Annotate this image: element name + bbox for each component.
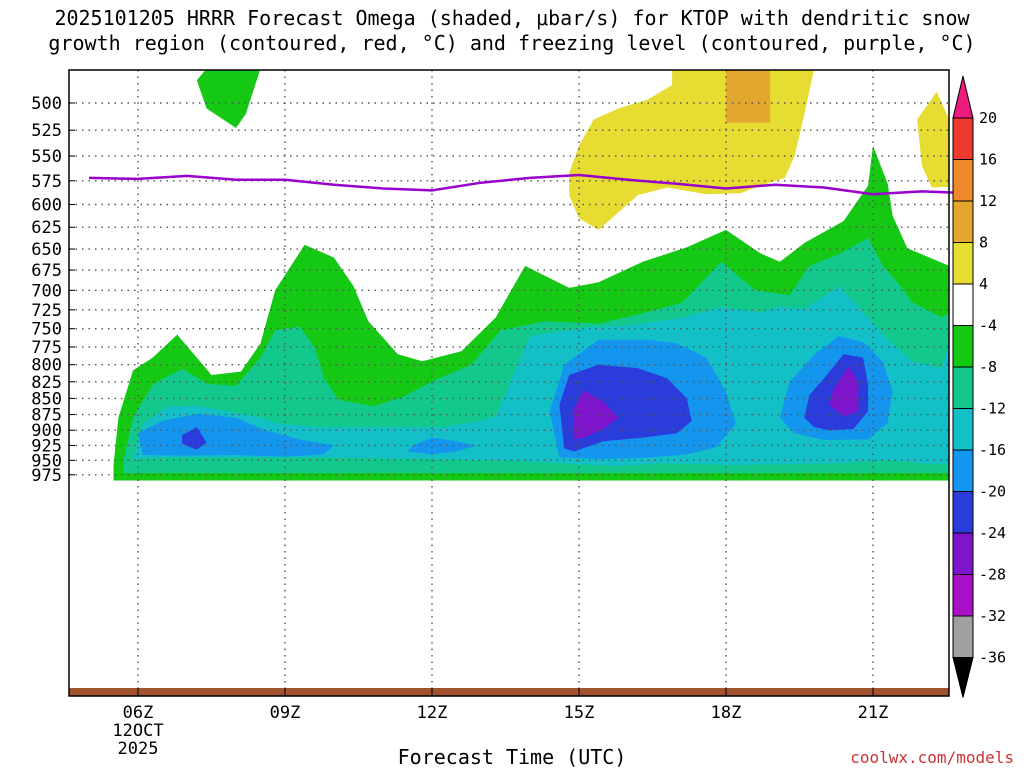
colorbar: 20 16 12 8 4 -4 -8 -12 -16 -20 -24 -28 -32 -36 (952, 75, 1006, 698)
y-tick-label-625: 625 (31, 218, 62, 238)
y-tick-label-750: 750 (31, 320, 62, 340)
omega-region-2 (726, 70, 771, 123)
y-axis: 5005255505756006256506757007257507758008… (31, 94, 75, 486)
y-tick-label-800: 800 (31, 356, 62, 376)
omega-region-3 (196, 70, 261, 128)
x-date-label-0: 12OCT (112, 721, 163, 741)
y-tick-label-925: 925 (31, 436, 62, 456)
omega-region-11 (182, 427, 207, 450)
plot-frame (68, 69, 950, 697)
x-tick-label-15Z: 15Z (564, 703, 595, 723)
y-tick-label-650: 650 (31, 240, 62, 260)
colorbar-bin-10 (952, 491, 974, 534)
freezing-level-line (88, 173, 972, 196)
colorbar-bin-1 (952, 117, 974, 160)
omega-region-15 (828, 366, 859, 417)
y-tick-label-875: 875 (31, 406, 62, 426)
omega-region-0 (569, 70, 814, 230)
title-line-1: 2025101205 HRRR Forecast Omega (shaded, … (54, 6, 970, 30)
colorbar-top-arrow (952, 75, 974, 119)
colorbar-label-9: -20 (979, 483, 1006, 501)
colorbar-label-2: 12 (979, 192, 997, 210)
colorbar-bottom-arrow (952, 657, 974, 698)
ground-band (69, 688, 949, 696)
colorbar-bin-3 (952, 200, 974, 243)
y-tick-label-525: 525 (31, 121, 62, 141)
colorbar-bin-9 (952, 449, 974, 492)
y-tick-label-900: 900 (31, 421, 62, 441)
x-axis-title: Forecast Time (UTC) (397, 745, 627, 769)
colorbar-label-0: 20 (979, 109, 997, 127)
colorbar-label-7: -12 (979, 400, 1006, 418)
y-tick-label-675: 675 (31, 261, 62, 281)
colorbar-label-3: 8 (979, 234, 988, 252)
y-tick-label-700: 700 (31, 281, 62, 301)
colorbar-bin-8 (952, 408, 974, 451)
y-tick-label-500: 500 (31, 94, 62, 114)
omega-region-6 (133, 286, 949, 467)
chart-title: 2025101205 HRRR Forecast Omega (shaded, … (0, 6, 1024, 56)
colorbar-label-8: -16 (979, 441, 1006, 459)
colorbar-bin-13 (952, 615, 974, 658)
x-tick-label-21Z: 21Z (858, 703, 889, 723)
y-tick-label-825: 825 (31, 373, 62, 393)
x-tick-label-09Z: 09Z (270, 703, 301, 723)
colorbar-bin-2 (952, 159, 974, 202)
colorbar-label-5: -4 (979, 317, 997, 335)
y-tick-label-850: 850 (31, 389, 62, 409)
y-tick-label-600: 600 (31, 195, 62, 215)
colorbar-bin-7 (952, 366, 974, 409)
colorbar-label-12: -32 (979, 607, 1006, 625)
y-tick-label-775: 775 (31, 338, 62, 358)
y-tick-label-550: 550 (31, 147, 62, 167)
colorbar-bin-11 (952, 532, 974, 575)
title-line-2: growth region (contoured, red, °C) and f… (48, 31, 976, 55)
omega-shaded-regions (113, 70, 949, 481)
colorbar-bin-6 (952, 325, 974, 368)
y-tick-label-950: 950 (31, 451, 62, 471)
x-date-label-1: 2025 (118, 739, 159, 759)
x-tick-label-18Z: 18Z (711, 703, 742, 723)
colorbar-label-6: -8 (979, 358, 997, 376)
y-tick-label-975: 975 (31, 466, 62, 486)
colorbar-bin-5 (952, 283, 974, 326)
colorbar-bin-4 (952, 242, 974, 285)
y-tick-label-575: 575 (31, 172, 62, 192)
colorbar-label-13: -36 (979, 649, 1006, 667)
colorbar-label-1: 16 (979, 151, 997, 169)
colorbar-label-10: -24 (979, 524, 1006, 542)
colorbar-label-11: -28 (979, 566, 1006, 584)
colorbar-bin-12 (952, 574, 974, 617)
y-tick-label-725: 725 (31, 301, 62, 321)
ground-rect (69, 688, 949, 696)
omega-region-1 (917, 91, 949, 188)
credit-link[interactable]: coolwx.com/models (850, 748, 1014, 767)
omega-region-8 (407, 437, 477, 455)
colorbar-label-4: 4 (979, 275, 988, 293)
x-tick-label-06Z: 06Z (123, 703, 154, 723)
x-tick-label-12Z: 12Z (417, 703, 448, 723)
